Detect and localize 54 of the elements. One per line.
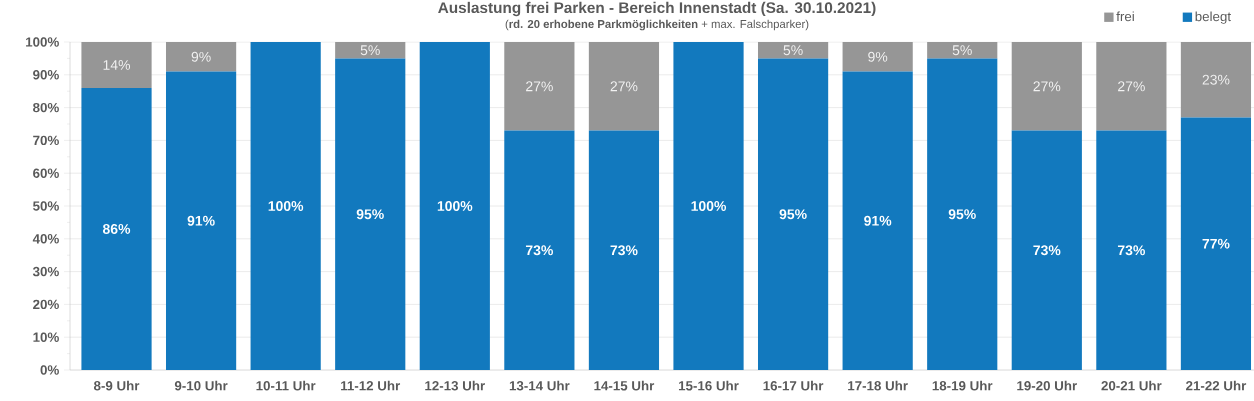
data-label: 5% — [783, 45, 803, 56]
data-label: 9% — [868, 51, 888, 62]
y-tick-label: 100% — [26, 37, 59, 47]
x-tick-label: 18-19 Uhr — [932, 380, 993, 391]
data-label: 86% — [102, 224, 131, 234]
data-label: 27% — [1033, 81, 1061, 92]
x-tick-label: 8-9 Uhr — [93, 380, 140, 391]
data-label: 95% — [779, 209, 807, 220]
y-tick-label: 70% — [33, 135, 59, 146]
y-tick-label: 0% — [40, 365, 59, 375]
data-label: 100% — [691, 201, 727, 211]
x-tick-label: 16-17 Uhr — [763, 380, 824, 391]
x-tick-label: 10-11 Uhr — [256, 380, 316, 391]
data-label: 73% — [1117, 245, 1145, 256]
y-tick-label: 30% — [32, 266, 59, 277]
data-label: 9% — [191, 51, 211, 62]
data-label: 73% — [610, 245, 638, 256]
x-tick-label: 11-12 Uhr — [341, 380, 401, 391]
data-label: 100% — [437, 201, 473, 211]
y-tick-label: 20% — [33, 299, 59, 310]
data-label: 95% — [356, 209, 384, 220]
y-tick-label: 40% — [32, 234, 59, 244]
x-tick-label: 21-22 Uhr — [1186, 380, 1247, 391]
data-label: 100% — [268, 201, 304, 211]
x-tick-label: 9-10 Uhr — [174, 380, 228, 391]
y-tick-label: 90% — [33, 70, 59, 80]
data-label: 27% — [1118, 81, 1145, 92]
data-label: 91% — [864, 215, 892, 226]
y-tick-label: 10% — [33, 332, 59, 342]
data-label: 5% — [952, 45, 972, 56]
data-label: 27% — [610, 81, 638, 92]
data-label: 14% — [103, 60, 131, 70]
x-tick-label: 12-13 Uhr — [425, 380, 485, 391]
data-label: 73% — [1033, 245, 1061, 256]
y-tick-label: 60% — [33, 168, 59, 178]
x-tick-label: 20-21 Uhr — [1101, 380, 1162, 391]
y-tick-label: 80% — [33, 102, 59, 113]
data-label: 27% — [526, 81, 553, 92]
chart-title: Auslastung frei Parken - Bereich Innenstadt (Sa. 30.10.2021) — [438, 1, 876, 17]
data-label: 95% — [948, 209, 976, 220]
x-tick-label: 19-20 Uhr — [1017, 380, 1077, 391]
data-label: 5% — [360, 45, 380, 56]
x-tick-label: 15-16 Uhr — [678, 380, 739, 391]
legend-label: belegt — [1195, 11, 1231, 24]
legend-label: frei — [1116, 11, 1134, 22]
x-tick-label: 13-14 Uhr — [509, 380, 570, 391]
y-tick-label: 50% — [33, 201, 59, 211]
chart-subtitle: (rd. 20 erhobene Parkmöglichkeiten + max. Falschparker) — [505, 19, 809, 31]
data-label: 77% — [1202, 238, 1230, 249]
data-label: 91% — [187, 215, 215, 226]
data-label: 23% — [1202, 74, 1230, 85]
data-label: 73% — [525, 245, 553, 256]
x-tick-label: 14-15 Uhr — [594, 380, 655, 391]
x-tick-label: 17-18 Uhr — [848, 380, 908, 391]
